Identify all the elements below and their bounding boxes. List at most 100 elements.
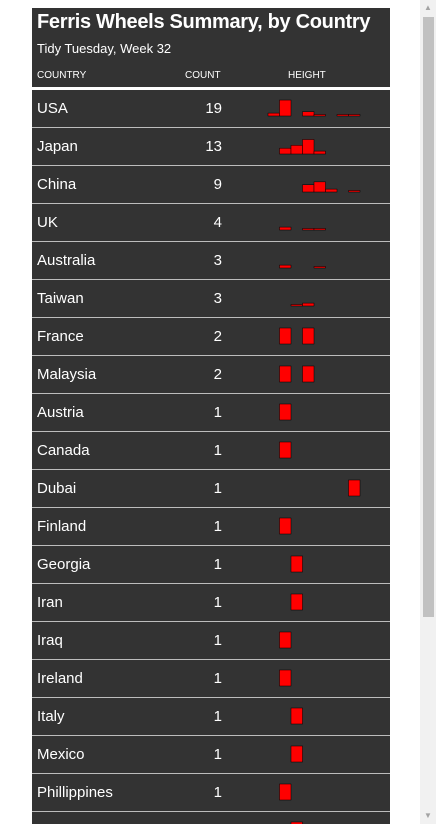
country-count: 3 bbox=[213, 290, 222, 307]
histogram-bar bbox=[279, 226, 292, 231]
histogram-bar bbox=[313, 181, 326, 193]
vertical-scrollbar[interactable]: ▲ ▼ bbox=[420, 0, 436, 824]
height-histogram bbox=[279, 327, 315, 345]
table-row: Taiwan 3 bbox=[32, 280, 390, 318]
table-title: Ferris Wheels Summary, by Country bbox=[37, 11, 371, 33]
histogram-bar bbox=[279, 99, 292, 117]
histogram-bar bbox=[302, 184, 315, 193]
table-row: Ireland 1 bbox=[32, 660, 390, 698]
table-row: Georgia 1 bbox=[32, 546, 390, 584]
height-histogram bbox=[290, 745, 303, 763]
country-count: 3 bbox=[213, 252, 222, 269]
height-histogram bbox=[290, 821, 303, 824]
histogram-bar bbox=[290, 304, 303, 307]
country-name: USA bbox=[37, 100, 68, 117]
height-histogram bbox=[279, 139, 326, 155]
height-histogram bbox=[290, 302, 315, 307]
country-count: 1 bbox=[213, 784, 222, 801]
height-histogram bbox=[279, 517, 292, 535]
height-histogram bbox=[279, 631, 292, 649]
country-name: Canada bbox=[37, 442, 90, 459]
country-name: Mexico bbox=[37, 746, 85, 763]
country-count: 1 bbox=[213, 518, 222, 535]
country-name: Austria bbox=[37, 404, 84, 421]
table-row: Canada 1 bbox=[32, 432, 390, 470]
histogram-bar bbox=[302, 111, 315, 117]
country-name: Dubai bbox=[37, 480, 77, 497]
height-histogram bbox=[279, 226, 326, 231]
country-name: Iraq bbox=[37, 632, 63, 649]
histogram-bar bbox=[279, 327, 292, 345]
table-row: Finland 1 bbox=[32, 508, 390, 546]
country-name: Finland bbox=[37, 518, 87, 535]
histogram-bar bbox=[279, 264, 292, 269]
country-name: Iran bbox=[37, 594, 63, 611]
country-count: 1 bbox=[213, 442, 222, 459]
histogram-bar bbox=[267, 112, 280, 117]
histogram-bar bbox=[279, 365, 292, 383]
country-name: Italy bbox=[37, 708, 65, 725]
height-histogram bbox=[290, 593, 303, 611]
histogram-bar bbox=[279, 517, 292, 535]
height-histogram bbox=[279, 264, 326, 269]
country-count: 1 bbox=[213, 746, 222, 763]
scroll-down-arrow-icon[interactable]: ▼ bbox=[424, 811, 432, 820]
country-count: 13 bbox=[205, 138, 222, 155]
histogram-bar bbox=[313, 266, 326, 269]
histogram-bar bbox=[279, 147, 292, 155]
country-count: 1 bbox=[213, 480, 222, 497]
column-header-country: COUNTRY bbox=[37, 70, 87, 81]
histogram-bar bbox=[290, 821, 303, 824]
histogram-bar bbox=[302, 139, 315, 155]
histogram-bar bbox=[313, 228, 326, 231]
country-count: 1 bbox=[213, 404, 222, 421]
table-row: Iran 1 bbox=[32, 584, 390, 622]
table-row: Australia 3 bbox=[32, 242, 390, 280]
height-histogram bbox=[290, 707, 303, 725]
table-row: Austria 1 bbox=[32, 394, 390, 432]
table-row: Japan 13 bbox=[32, 128, 390, 166]
height-histogram bbox=[267, 99, 361, 117]
country-count: 1 bbox=[213, 594, 222, 611]
country-name: Australia bbox=[37, 252, 96, 269]
height-histogram bbox=[279, 441, 292, 459]
country-name: China bbox=[37, 176, 77, 193]
histogram-bar bbox=[313, 114, 326, 117]
histogram-bar bbox=[302, 228, 315, 231]
histogram-bar bbox=[290, 707, 303, 725]
country-name: Ireland bbox=[37, 670, 83, 687]
histogram-bar bbox=[290, 145, 303, 155]
table-row: China 9 bbox=[32, 166, 390, 204]
histogram-bar bbox=[302, 365, 315, 383]
histogram-bar bbox=[325, 188, 338, 193]
country-count: 9 bbox=[213, 176, 222, 193]
table-row: Mexico 1 bbox=[32, 736, 390, 774]
histogram-bar bbox=[336, 114, 349, 117]
table-row: France 2 bbox=[32, 318, 390, 356]
country-name: Georgia bbox=[37, 556, 91, 573]
table-row: USA 19 bbox=[32, 90, 390, 128]
histogram-bar bbox=[313, 150, 326, 155]
histogram-bar bbox=[279, 669, 292, 687]
height-histogram bbox=[348, 479, 361, 497]
height-histogram bbox=[302, 181, 361, 193]
country-count: 4 bbox=[213, 214, 222, 231]
histogram-bar bbox=[279, 441, 292, 459]
histogram-bar bbox=[290, 745, 303, 763]
table-subtitle: Tidy Tuesday, Week 32 bbox=[37, 41, 172, 56]
table-row: Italy 1 bbox=[32, 698, 390, 736]
country-count: 2 bbox=[213, 366, 222, 383]
table-header: Ferris Wheels Summary, by Country Tidy T… bbox=[32, 8, 390, 90]
country-name: UK bbox=[37, 214, 58, 231]
country-count: 2 bbox=[213, 328, 222, 345]
scrollbar-thumb[interactable] bbox=[423, 17, 434, 617]
table-row: Dubai 1 bbox=[32, 470, 390, 508]
height-histogram bbox=[279, 669, 292, 687]
table-row: UK 4 bbox=[32, 204, 390, 242]
country-count: 1 bbox=[213, 632, 222, 649]
scroll-up-arrow-icon[interactable]: ▲ bbox=[424, 3, 432, 12]
histogram-bar bbox=[302, 302, 315, 307]
country-count: 1 bbox=[213, 708, 222, 725]
country-name: France bbox=[37, 328, 84, 345]
country-count: 1 bbox=[213, 670, 222, 687]
